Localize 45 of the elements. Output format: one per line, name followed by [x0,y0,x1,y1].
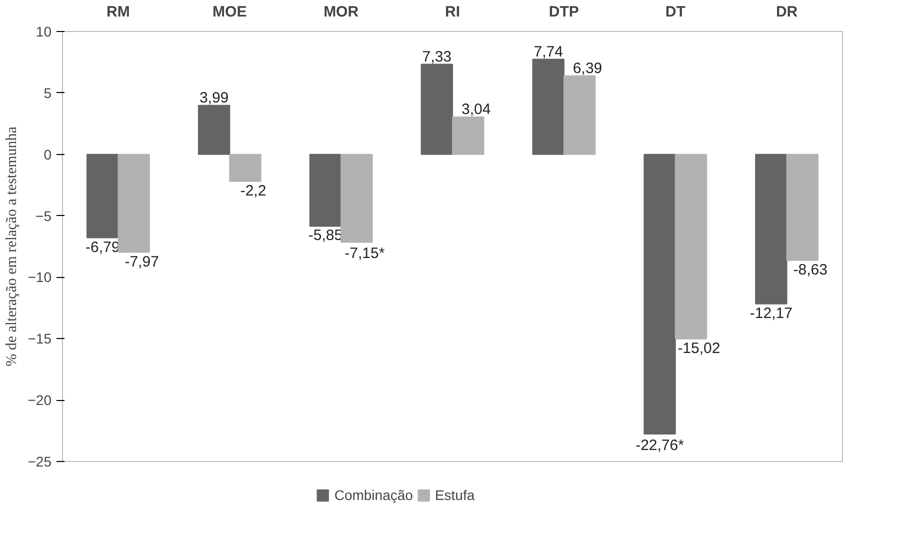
y-tick-label: −5 [36,208,52,224]
y-tick-label: −25 [28,454,52,470]
data-label: -7,15* [344,245,385,262]
y-tick-label: 0 [44,146,52,162]
bar [452,116,484,155]
data-label: -15,02 [678,340,720,357]
bar [420,64,453,155]
bar [674,154,708,340]
x-tick-label: RI [445,4,460,20]
data-label: 7,33 [422,48,452,66]
x-tick-label: MOE [212,4,247,20]
bar [786,154,818,261]
y-tick-label: −15 [28,330,52,347]
data-label: -5,85 [308,227,343,244]
legend-label: Estufa [434,487,475,503]
bar [86,154,119,238]
bar [340,154,373,243]
bar [118,154,150,253]
legend-label: Combinação [334,487,413,503]
x-tick-label: RM [106,4,130,20]
bar [309,154,342,227]
x-tick-label: DR [776,4,798,20]
bar [532,58,564,155]
bar [198,104,230,155]
y-tick-label: −20 [28,392,52,408]
y-tick-label: 5 [44,84,52,101]
y-axis-title: % de alteração em relação a testemunha [4,126,20,366]
bar [644,154,676,434]
x-tick-label: DT [665,4,686,20]
bar [755,154,788,304]
bar [229,154,262,182]
bar [563,75,596,155]
data-label: 7,74 [534,43,563,60]
data-label: -22,76* [636,436,684,454]
y-tick-label: 10 [36,24,52,40]
data-label: -2,2 [240,182,266,200]
data-label: 3,04 [462,101,491,118]
data-label: 3,99 [199,89,229,106]
data-label: -7,97 [124,253,159,270]
data-label: 6,39 [572,60,602,77]
data-label: -8,63 [793,261,828,278]
y-tick-label: −10 [28,269,52,286]
x-tick-label: DTP [548,4,579,20]
x-tick-label: MOR [324,4,359,20]
data-label: -12,17 [750,304,792,322]
